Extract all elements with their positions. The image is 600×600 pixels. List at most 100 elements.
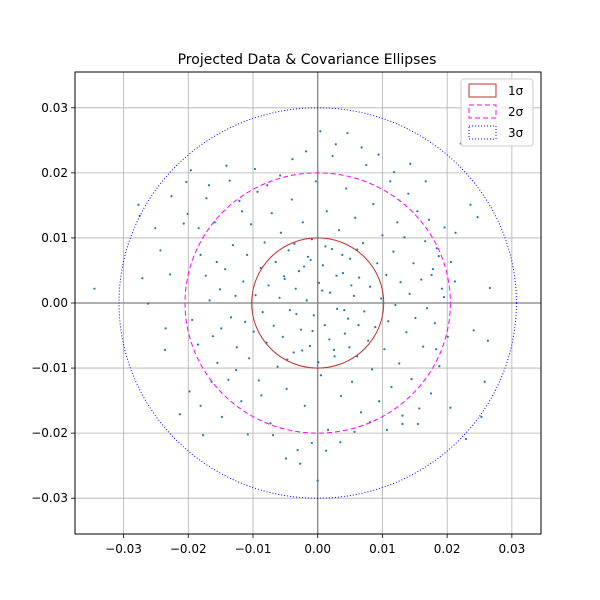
zero-axis-lines — [75, 72, 541, 534]
ellipse-2sigma — [184, 172, 451, 434]
legend-box — [460, 78, 534, 147]
data-point — [215, 260, 218, 264]
data-point — [343, 309, 346, 312]
data-point — [317, 281, 321, 284]
data-point — [392, 250, 395, 253]
data-point — [137, 203, 140, 206]
data-point — [191, 318, 194, 322]
data-point — [380, 297, 383, 300]
y-tick-label: −0.01 — [31, 361, 68, 375]
data-point — [348, 346, 351, 349]
data-point — [469, 203, 472, 206]
data-point — [317, 361, 320, 364]
data-point — [407, 192, 410, 195]
data-point — [319, 374, 323, 377]
data-point — [290, 198, 293, 201]
data-point — [387, 320, 390, 323]
data-point — [159, 249, 162, 252]
data-point — [246, 433, 249, 436]
data-point — [363, 310, 366, 313]
data-point — [398, 362, 401, 365]
data-point — [360, 146, 363, 149]
data-point — [303, 404, 306, 407]
data-point — [254, 294, 257, 297]
data-point — [431, 268, 435, 271]
data-point — [353, 430, 356, 433]
data-point — [325, 210, 328, 213]
data-point — [341, 253, 344, 256]
data-point — [205, 197, 208, 200]
data-point — [301, 221, 304, 224]
data-point — [348, 257, 352, 260]
data-point — [389, 180, 392, 183]
data-point — [321, 264, 324, 267]
data-point — [374, 325, 377, 329]
data-point — [147, 302, 150, 305]
data-point — [141, 277, 144, 280]
y-tick-label: 0.01 — [41, 231, 68, 245]
data-point — [263, 241, 266, 244]
data-point — [308, 344, 312, 348]
data-point — [403, 236, 406, 239]
data-point — [199, 253, 202, 256]
data-point — [354, 216, 357, 219]
data-point — [350, 284, 353, 287]
data-point — [238, 199, 241, 202]
data-point — [279, 174, 282, 177]
data-point — [234, 294, 237, 297]
data-point — [330, 247, 334, 251]
data-point — [449, 260, 453, 264]
data-point — [414, 316, 417, 320]
ellipse-1sigma — [251, 237, 385, 369]
data-point — [292, 351, 295, 354]
data-point — [240, 210, 244, 213]
data-point — [343, 332, 346, 335]
data-point — [303, 265, 306, 268]
data-point — [442, 296, 446, 299]
data-point — [249, 223, 253, 226]
y-tick-label: 0.00 — [41, 296, 68, 310]
y-tick-label: 0.02 — [41, 166, 68, 180]
data-point — [301, 349, 304, 352]
data-point — [218, 288, 222, 291]
data-point — [326, 428, 330, 431]
data-point — [242, 280, 245, 283]
data-point — [274, 260, 277, 264]
data-point — [293, 242, 296, 245]
data-point — [401, 422, 404, 426]
data-point — [377, 153, 380, 156]
data-point — [321, 289, 324, 292]
data-point — [310, 441, 313, 445]
data-point — [336, 307, 339, 310]
data-point — [278, 296, 281, 299]
data-point — [163, 348, 167, 351]
ellipse-3sigma — [118, 107, 517, 499]
data-point — [231, 243, 235, 247]
data-point — [440, 287, 444, 290]
data-point — [220, 327, 223, 330]
data-point — [339, 441, 342, 444]
data-point — [396, 221, 399, 224]
data-point — [319, 130, 322, 133]
data-point — [189, 169, 192, 172]
x-tick-label: 0.02 — [434, 542, 461, 556]
data-point — [244, 320, 247, 323]
data-point — [253, 167, 257, 171]
data-point — [488, 286, 491, 290]
data-point — [486, 339, 490, 342]
data-point — [285, 387, 288, 390]
data-point — [216, 361, 219, 364]
data-point — [170, 195, 173, 198]
data-point — [427, 218, 431, 221]
data-point — [365, 163, 368, 167]
x-tick-label: −0.01 — [235, 542, 272, 556]
data-point — [207, 184, 211, 187]
legend-label-1sigma: 1σ — [508, 84, 524, 98]
data-point — [204, 274, 207, 277]
x-tick-label: 0.03 — [499, 542, 526, 556]
data-point — [438, 365, 441, 368]
data-point — [314, 180, 317, 183]
data-point — [240, 400, 243, 403]
data-point — [299, 462, 302, 465]
